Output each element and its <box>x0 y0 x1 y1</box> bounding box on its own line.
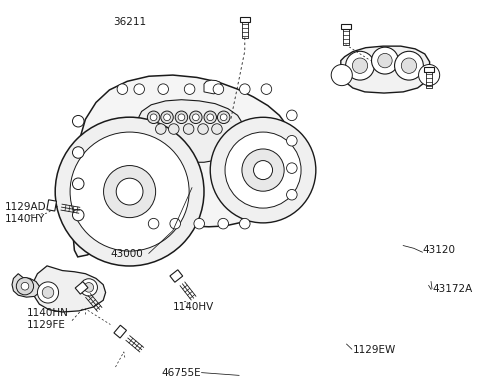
Circle shape <box>16 278 34 295</box>
Circle shape <box>240 218 250 229</box>
Circle shape <box>204 111 216 124</box>
Circle shape <box>37 282 59 303</box>
Circle shape <box>55 117 204 266</box>
Circle shape <box>80 279 97 296</box>
Circle shape <box>287 189 297 200</box>
Circle shape <box>253 161 273 179</box>
Circle shape <box>21 282 29 290</box>
Text: 36211: 36211 <box>113 16 146 27</box>
Polygon shape <box>204 80 222 94</box>
Text: 1129FE: 1129FE <box>26 319 65 330</box>
FancyBboxPatch shape <box>341 24 350 29</box>
Circle shape <box>220 114 227 121</box>
Circle shape <box>217 111 230 124</box>
Polygon shape <box>75 282 88 294</box>
Text: 1140HN: 1140HN <box>26 308 68 318</box>
Circle shape <box>378 54 392 68</box>
Circle shape <box>346 51 374 80</box>
Circle shape <box>183 124 194 135</box>
Circle shape <box>261 84 272 95</box>
Circle shape <box>287 163 297 174</box>
Circle shape <box>168 124 179 135</box>
Text: 1140HV: 1140HV <box>173 302 214 312</box>
FancyBboxPatch shape <box>240 17 250 22</box>
Circle shape <box>225 132 301 208</box>
Circle shape <box>190 111 202 124</box>
Polygon shape <box>170 270 183 282</box>
Text: 1140HY: 1140HY <box>5 214 45 224</box>
Polygon shape <box>47 200 57 211</box>
Circle shape <box>150 114 157 121</box>
Circle shape <box>287 110 297 121</box>
Circle shape <box>184 84 195 95</box>
Circle shape <box>148 218 159 229</box>
Text: 1129AD: 1129AD <box>5 202 47 212</box>
Circle shape <box>419 65 440 86</box>
Text: 1129EW: 1129EW <box>353 345 396 355</box>
Circle shape <box>72 115 84 127</box>
Circle shape <box>352 58 368 74</box>
Circle shape <box>164 114 170 121</box>
Text: 43120: 43120 <box>422 245 456 255</box>
Polygon shape <box>33 266 106 312</box>
Circle shape <box>156 124 166 135</box>
Circle shape <box>84 283 94 292</box>
Text: 43172A: 43172A <box>432 284 472 294</box>
Circle shape <box>240 84 250 95</box>
Circle shape <box>194 218 204 229</box>
Polygon shape <box>137 100 242 162</box>
Circle shape <box>42 287 54 298</box>
Circle shape <box>161 111 173 124</box>
Circle shape <box>213 84 224 95</box>
Circle shape <box>72 147 84 158</box>
Circle shape <box>395 51 423 80</box>
Circle shape <box>104 165 156 218</box>
Circle shape <box>198 124 208 135</box>
FancyBboxPatch shape <box>424 67 433 72</box>
Circle shape <box>116 178 143 205</box>
Circle shape <box>175 111 188 124</box>
Polygon shape <box>73 75 297 257</box>
Circle shape <box>178 114 185 121</box>
Polygon shape <box>341 46 430 93</box>
Circle shape <box>401 58 417 74</box>
Circle shape <box>170 218 180 229</box>
Text: 43000: 43000 <box>110 249 143 259</box>
Text: 46755E: 46755E <box>161 368 201 378</box>
Polygon shape <box>12 274 39 297</box>
Circle shape <box>287 135 297 146</box>
Polygon shape <box>114 325 127 338</box>
Circle shape <box>242 149 284 191</box>
Circle shape <box>212 124 222 135</box>
Circle shape <box>158 84 168 95</box>
Circle shape <box>72 209 84 221</box>
Circle shape <box>372 47 398 74</box>
Circle shape <box>331 65 352 86</box>
Circle shape <box>72 178 84 190</box>
Circle shape <box>218 218 228 229</box>
Circle shape <box>207 114 214 121</box>
Circle shape <box>147 111 160 124</box>
Circle shape <box>134 84 144 95</box>
Circle shape <box>210 117 316 223</box>
Circle shape <box>117 84 128 95</box>
Circle shape <box>192 114 199 121</box>
Circle shape <box>70 132 189 251</box>
